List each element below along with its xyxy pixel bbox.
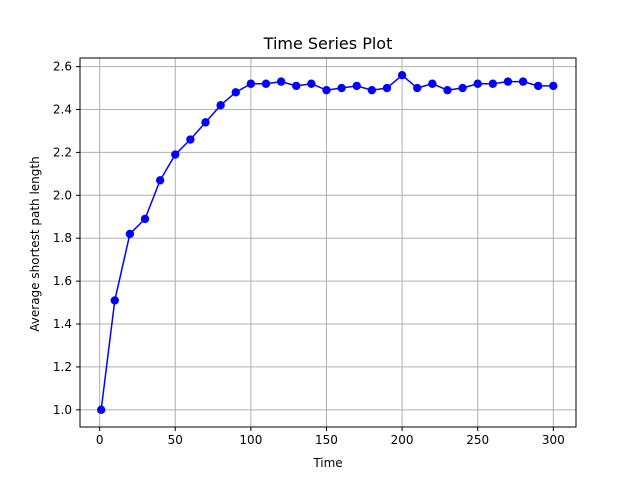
data-point — [367, 85, 377, 95]
data-point — [110, 296, 119, 305]
x-tick-label: 100 — [239, 433, 262, 447]
data-point — [125, 229, 135, 239]
plot-frame — [79, 57, 577, 428]
data-point — [503, 77, 513, 86]
data-point — [458, 83, 467, 93]
data-point — [488, 79, 498, 88]
data-point — [231, 88, 240, 97]
data-point — [413, 83, 422, 93]
y-tick-label: 2.4 — [53, 102, 72, 116]
y-tick-label: 1.2 — [53, 360, 72, 374]
x-axis-label: Time — [312, 456, 342, 470]
series-layer — [96, 70, 558, 415]
data-point — [292, 81, 301, 91]
x-tick-label: 200 — [391, 433, 414, 447]
data-point — [533, 81, 543, 91]
data-point — [352, 81, 361, 91]
y-tick-label: 2.6 — [53, 60, 72, 74]
data-point — [186, 135, 195, 144]
chart-title: Time Series Plot — [263, 34, 393, 53]
data-point — [473, 79, 482, 88]
data-point — [171, 150, 180, 159]
x-tick-label: 250 — [466, 433, 489, 447]
y-tick-label: 1.4 — [53, 317, 72, 331]
data-point — [428, 79, 437, 88]
y-axis: 1.0 1.2 1.4 1.6 1.8 2.0 2.2 2.4 2.6 — [53, 60, 80, 417]
grid — [80, 58, 576, 427]
y-tick-label: 1.0 — [53, 403, 72, 417]
data-point — [397, 70, 407, 80]
x-tick-label: 300 — [542, 433, 565, 447]
x-axis: 0 50 100 150 200 250 300 — [96, 427, 565, 447]
y-tick-label: 1.6 — [53, 274, 72, 288]
data-point — [216, 100, 225, 110]
y-tick-label: 2.2 — [53, 145, 72, 159]
data-point — [382, 83, 392, 93]
x-tick-label: 50 — [168, 433, 183, 447]
x-tick-label: 0 — [96, 433, 104, 447]
data-point — [518, 77, 528, 86]
data-point — [276, 77, 286, 86]
data-point — [443, 85, 452, 95]
data-point — [140, 214, 150, 224]
x-tick-label: 150 — [315, 433, 338, 447]
data-point — [549, 81, 558, 91]
y-tick-label: 1.8 — [53, 231, 72, 245]
data-point — [155, 176, 165, 185]
data-point — [307, 79, 316, 88]
y-tick-label: 2.0 — [53, 188, 72, 202]
data-point — [322, 85, 331, 95]
data-point — [201, 118, 210, 127]
data-point — [246, 79, 256, 88]
data-point — [337, 83, 346, 93]
data-point — [96, 405, 106, 415]
y-axis-label: Average shortest path length — [28, 156, 42, 331]
data-point — [261, 79, 271, 88]
